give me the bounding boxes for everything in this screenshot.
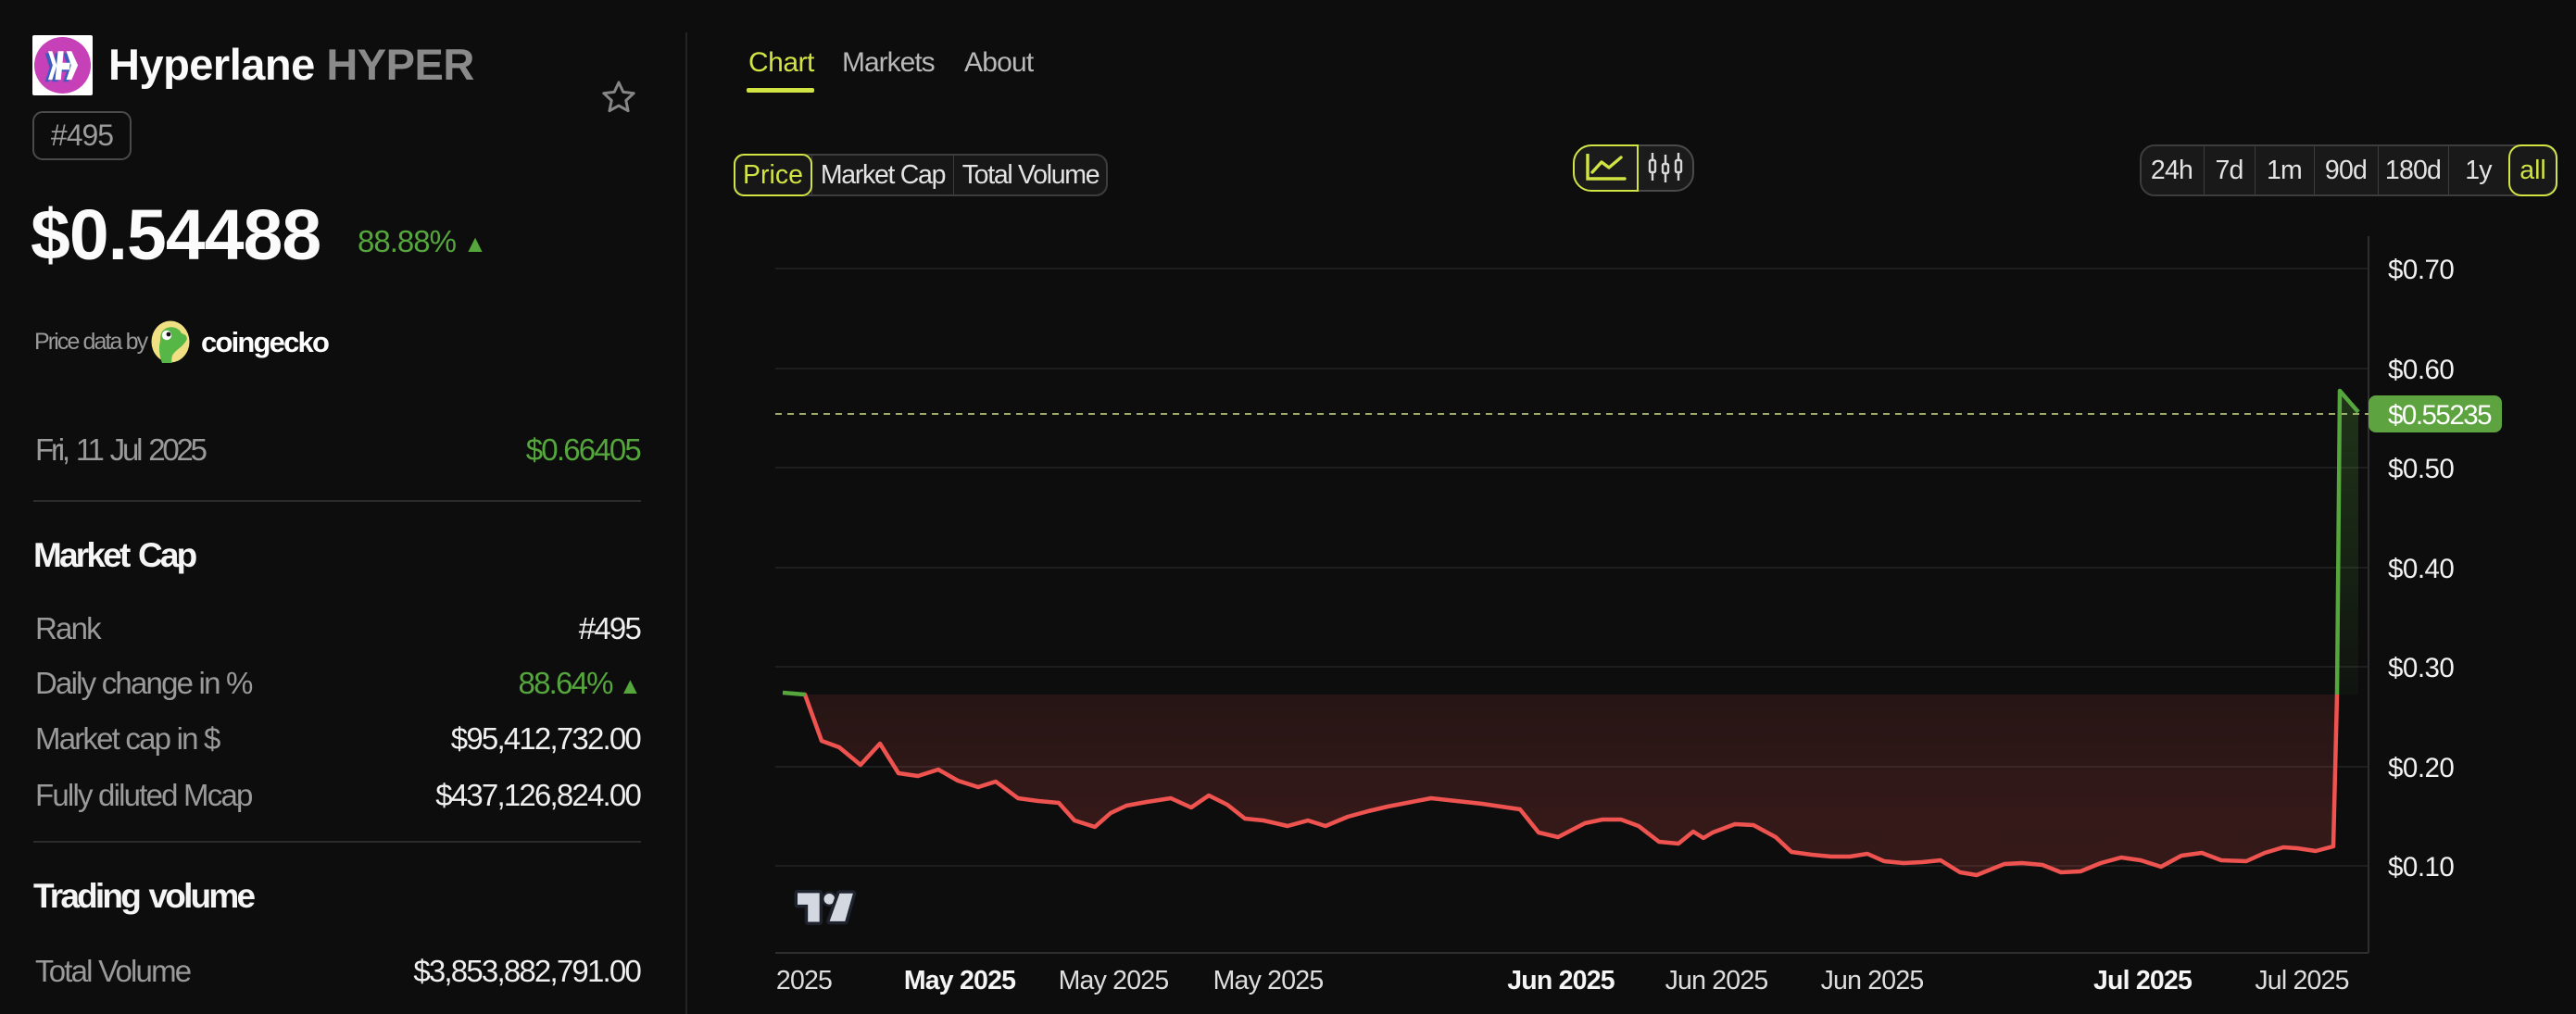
svg-text:Jun 2025: Jun 2025 <box>1507 966 1615 995</box>
svg-text:$0.55235: $0.55235 <box>2388 400 2492 431</box>
svg-text:Jun 2025: Jun 2025 <box>1821 966 1924 995</box>
svg-text:May 2025: May 2025 <box>1213 966 1324 995</box>
svg-text:$0.20: $0.20 <box>2388 753 2454 783</box>
svg-text:Jul 2025: Jul 2025 <box>2255 966 2348 995</box>
svg-text:Jun 2025: Jun 2025 <box>1665 966 1768 995</box>
svg-text:$0.70: $0.70 <box>2388 255 2454 285</box>
svg-text:Jul 2025: Jul 2025 <box>2093 966 2193 995</box>
svg-text:$0.30: $0.30 <box>2388 653 2454 683</box>
svg-text:$0.60: $0.60 <box>2388 355 2454 385</box>
svg-text:May 2025: May 2025 <box>904 966 1016 995</box>
svg-text:$0.50: $0.50 <box>2388 454 2454 484</box>
svg-text:$0.10: $0.10 <box>2388 852 2454 883</box>
svg-text:May 2025: May 2025 <box>1059 966 1169 995</box>
svg-text:$0.40: $0.40 <box>2388 554 2454 584</box>
svg-text:2025: 2025 <box>776 966 832 995</box>
